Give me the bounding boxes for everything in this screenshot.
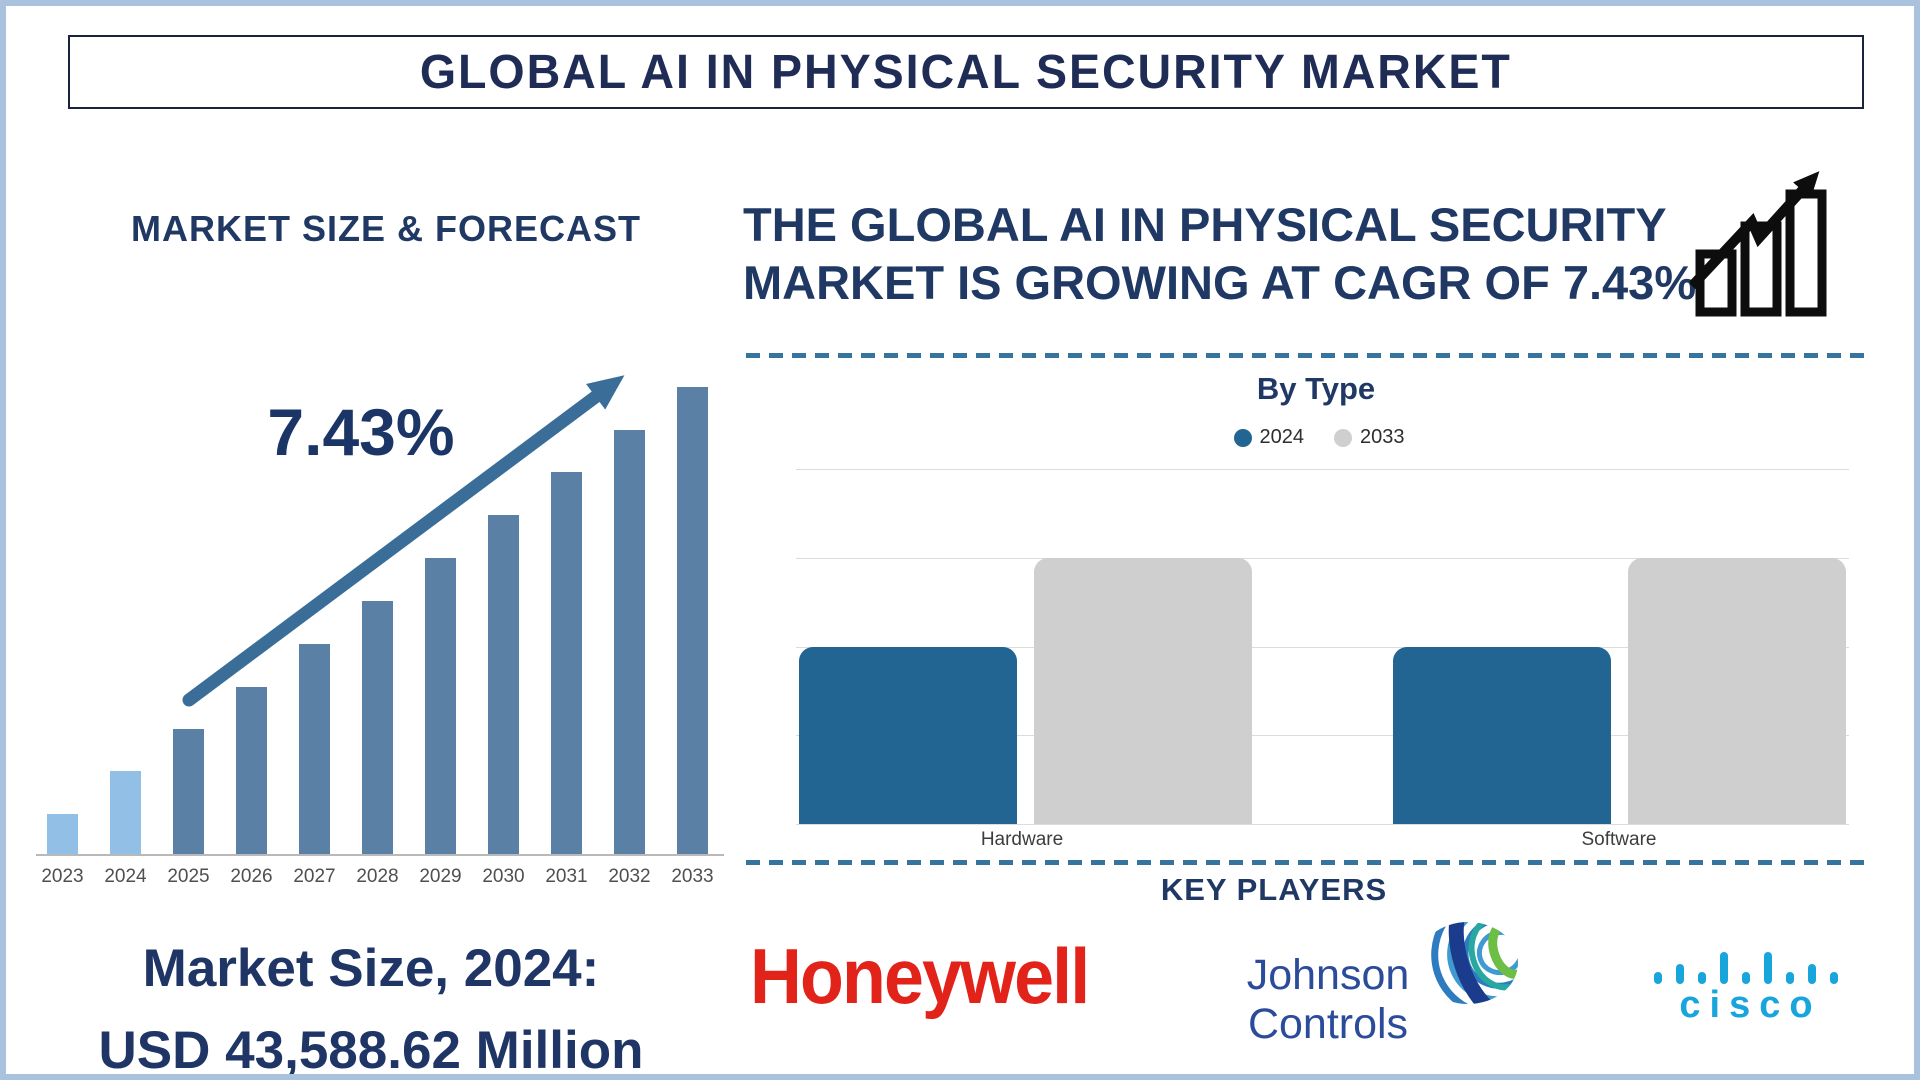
market-size-footer-line1: Market Size, 2024:: [142, 939, 600, 998]
market-size-chart-axis: [36, 854, 724, 856]
forecast-bar-2026: [236, 687, 267, 856]
cagr-headline-line1: THE GLOBAL AI IN PHYSICAL SECURITY: [743, 198, 1667, 251]
category-label-software: Software: [1581, 829, 1657, 850]
bytype-bar-software-2024: [1393, 646, 1611, 824]
by-type-legend: 2024 2033: [1169, 426, 1469, 449]
forecast-bar-2029: [425, 558, 456, 856]
forecast-bar-2031: [551, 472, 582, 856]
forecast-bar-2030: [488, 515, 519, 856]
johnson-controls-line1: Johnson: [1246, 951, 1410, 999]
year-label-2029: 2029: [419, 866, 462, 887]
dashed-divider-top: [746, 353, 1866, 358]
year-label-2033: 2033: [671, 866, 714, 887]
honeywell-logo: Honeywell: [750, 932, 1090, 1020]
legend-item-2033: 2033: [1334, 426, 1405, 449]
year-label-2030: 2030: [482, 866, 525, 887]
year-label-2028: 2028: [356, 866, 399, 887]
gridline: [796, 646, 1849, 648]
by-type-plot: [796, 469, 1849, 825]
legend-dot-2033: [1334, 428, 1352, 447]
johnson-controls-line2: Controls: [1247, 1000, 1409, 1048]
johnson-controls-globe-icon: [1431, 922, 1518, 1004]
by-type-title: By Type: [1256, 371, 1376, 406]
market-size-footer: Market Size, 2024: USD 43,588.62 Million: [31, 928, 711, 1080]
legend-item-2024: 2024: [1233, 426, 1305, 449]
legend-dot-2024: [1233, 428, 1252, 447]
legend-label-2024: 2024: [1259, 426, 1305, 448]
bytype-bar-software-2033: [1628, 557, 1846, 824]
forecast-bar-2033: [677, 387, 708, 856]
forecast-bar-2027: [299, 644, 330, 856]
growth-chart-icon: [1690, 171, 1827, 317]
cagr-headline-line2: MARKET IS GROWING AT CAGR OF 7.43%: [743, 256, 1697, 309]
title-box: GLOBAL AI IN PHYSICAL SECURITY MARKET: [68, 35, 1864, 109]
year-label-2032: 2032: [608, 866, 651, 887]
year-label-2025: 2025: [167, 866, 210, 887]
bytype-bar-hardware-2024: [799, 646, 1017, 824]
key-players-heading: KEY PLAYERS: [1160, 872, 1388, 907]
page-title: GLOBAL AI IN PHYSICAL SECURITY MARKET: [420, 45, 1512, 99]
forecast-bar-2025: [173, 729, 204, 856]
cisco-bars-icon: [1654, 952, 1838, 984]
year-label-2024: 2024: [104, 866, 147, 887]
forecast-bar-2028: [362, 601, 393, 856]
cisco-wordmark: cisco: [1679, 984, 1822, 1026]
cagr-headline: THE GLOBAL AI IN PHYSICAL SECURITY MARKE…: [743, 196, 1703, 312]
category-label-hardware: Hardware: [980, 829, 1064, 850]
market-size-heading: MARKET SIZE & FORECAST: [130, 208, 641, 249]
cagr-annotation: 7.43%: [267, 395, 455, 469]
gridline: [796, 735, 1849, 737]
year-label-2026: 2026: [230, 866, 273, 887]
market-size-chart-years: 2023 2024 2025 2026 2027 2028 2029 2030 2031 2032…: [41, 866, 747, 892]
forecast-bar-2024: [110, 771, 141, 856]
year-label-2027: 2027: [293, 866, 336, 887]
forecast-bar-2032: [614, 430, 645, 856]
year-label-2023: 2023: [41, 866, 84, 887]
gridline: [796, 557, 1849, 559]
legend-label-2033: 2033: [1360, 426, 1405, 448]
forecast-bar-2023: [47, 814, 78, 856]
year-label-2031: 2031: [545, 866, 588, 887]
market-size-footer-line2: USD 43,588.62 Million: [98, 1021, 644, 1080]
gridline: [796, 824, 1849, 825]
bytype-bar-hardware-2033: [1034, 557, 1252, 824]
dashed-divider-bottom: [746, 860, 1866, 865]
johnson-controls-wordmark: Johnson Controls: [1230, 951, 1426, 1049]
gridline: [796, 469, 1849, 470]
